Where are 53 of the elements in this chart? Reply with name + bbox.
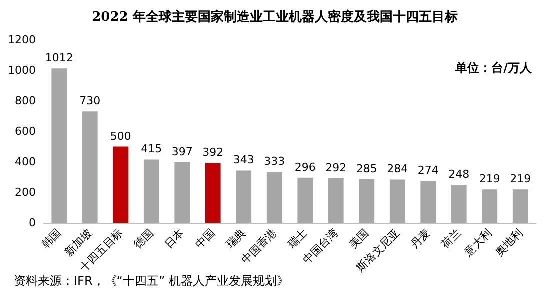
y-tick-label: 800 (15, 94, 36, 108)
x-tick-label: 日本 (162, 226, 187, 252)
bar (113, 146, 129, 223)
data-label: 274 (418, 164, 439, 178)
bar (359, 180, 375, 223)
bar (328, 178, 344, 223)
data-label: 392 (202, 146, 224, 160)
x-tick-label: 丹麦 (408, 226, 433, 252)
x-tick-label: 中国 (192, 226, 218, 252)
bar (420, 181, 436, 223)
x-tick-label: 美国 (346, 226, 372, 252)
data-label: 397 (172, 145, 193, 158)
x-tick-label: 瑞典 (224, 226, 248, 252)
y-tick-label: 200 (15, 186, 36, 199)
data-label: 415 (141, 142, 162, 156)
x-tick-label: 荷兰 (438, 226, 464, 252)
data-label: 500 (110, 130, 132, 143)
data-label: 730 (80, 94, 101, 108)
bar (82, 112, 98, 223)
bar (266, 172, 282, 223)
x-tick-label: 韩国 (39, 226, 64, 252)
x-tick-label: 德国 (131, 226, 156, 252)
y-tick-label: 600 (15, 125, 36, 138)
bar (298, 178, 314, 223)
bar (482, 190, 498, 223)
bar (390, 180, 406, 223)
data-label: 248 (448, 168, 470, 182)
bar (205, 163, 221, 223)
data-label: 1012 (45, 52, 74, 65)
data-label: 292 (326, 161, 347, 174)
bar (451, 185, 467, 223)
y-tick-label: 0 (29, 216, 36, 230)
text: 资料来源：IFR，《“十四五” 机器人产业发展规划》 (14, 274, 290, 288)
data-label: 285 (356, 162, 378, 176)
data-label: 296 (294, 160, 316, 174)
x-tick-label: 瑞士 (285, 226, 310, 252)
data-label: 284 (387, 162, 408, 176)
y-tick-label: 400 (15, 156, 36, 168)
y-tick-label: 1000 (8, 64, 36, 77)
annotation: 单位：台/万人 (454, 61, 533, 75)
data-label: 219 (510, 172, 532, 186)
chart-title: 2022 年全球主要国家制造业工业机器人密度及我国十四五目标 (92, 9, 458, 25)
bar (236, 170, 252, 223)
bar (174, 162, 190, 223)
bar (512, 190, 528, 223)
data-label: 333 (264, 155, 286, 168)
y-tick-label: 1200 (8, 34, 36, 46)
bar (52, 68, 68, 223)
bar (144, 160, 160, 223)
x-tick-label: 奥地利 (492, 226, 526, 259)
x-tick-label: 意大利 (461, 226, 494, 260)
data-label: 219 (479, 172, 500, 186)
data-label: 343 (233, 154, 254, 167)
